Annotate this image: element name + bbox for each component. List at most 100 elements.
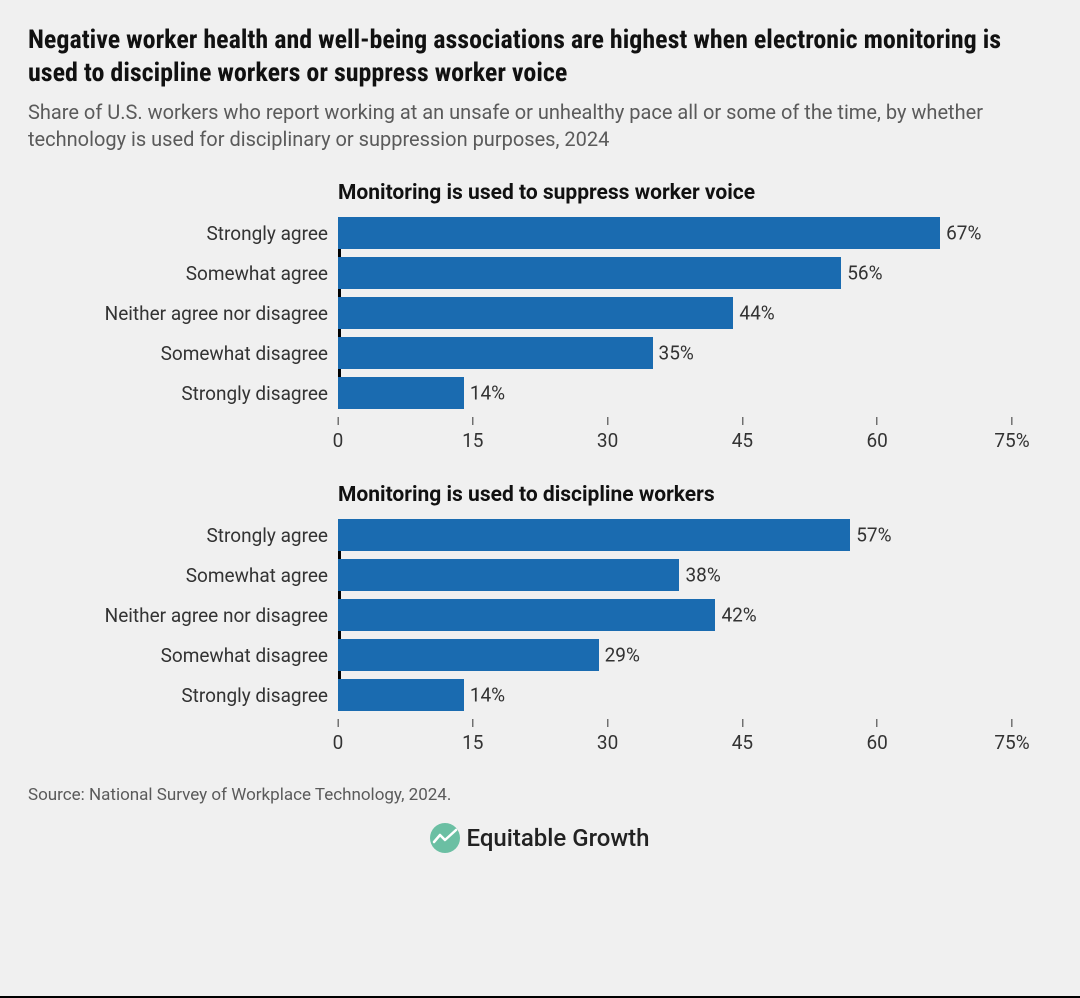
- tick-label: 0: [333, 731, 344, 754]
- bars-area: Strongly agree57%Somewhat agree38%Neithe…: [88, 519, 1012, 711]
- bar-row: Strongly disagree 14%: [88, 377, 1012, 409]
- bar-row: Strongly agree67%: [88, 217, 1012, 249]
- axis-track: 01530456075%: [338, 417, 1012, 449]
- tick-mark: [607, 719, 608, 727]
- x-tick: 60: [867, 719, 888, 754]
- tick-mark: [1012, 417, 1013, 425]
- x-tick: 15: [462, 719, 483, 754]
- tick-mark: [742, 417, 743, 425]
- bar: 14%: [338, 679, 464, 711]
- brand-icon: [430, 823, 460, 853]
- x-tick: 45: [732, 719, 753, 754]
- bar-row: Somewhat agree56%: [88, 257, 1012, 289]
- bar: 38%: [338, 559, 679, 591]
- bar-value-label: 57%: [850, 524, 891, 547]
- x-tick: 75%: [994, 719, 1029, 754]
- bar: 56%: [338, 257, 841, 289]
- x-tick: 75%: [994, 417, 1029, 452]
- tick-label: 15: [462, 731, 483, 754]
- bar-value-label: 14%: [464, 684, 505, 707]
- bar-category-label: Somewhat disagree: [88, 342, 338, 365]
- tick-mark: [472, 417, 473, 425]
- bar-track: 14%: [338, 679, 1012, 711]
- x-tick: 45: [732, 417, 753, 452]
- bar-value-label: 42%: [715, 604, 756, 627]
- bar-track: 38%: [338, 559, 1012, 591]
- chart-panel-title: Monitoring is used to discipline workers: [338, 483, 1012, 507]
- x-tick: 30: [597, 719, 618, 754]
- tick-mark: [742, 719, 743, 727]
- bar-track: 44%: [338, 297, 1012, 329]
- tick-label: 30: [597, 429, 618, 452]
- bar-category-label: Strongly disagree: [88, 382, 338, 405]
- bar-row: Somewhat disagree35%: [88, 337, 1012, 369]
- charts-area: Monitoring is used to suppress worker vo…: [28, 181, 1052, 751]
- bar-category-label: Neither agree nor disagree: [88, 302, 338, 325]
- tick-label: 15: [462, 429, 483, 452]
- bar-track: 29%: [338, 639, 1012, 671]
- bar-value-label: 44%: [733, 302, 774, 325]
- source-line: Source: National Survey of Workplace Tec…: [28, 785, 1052, 805]
- bar-row: Neither agree nor disagree44%: [88, 297, 1012, 329]
- tick-label: 75%: [994, 429, 1029, 452]
- bar-category-label: Strongly agree: [88, 222, 338, 245]
- tick-label: 0: [333, 429, 344, 452]
- tick-mark: [338, 719, 339, 727]
- bar-track: 57%: [338, 519, 1012, 551]
- bars-area: Strongly agree67%Somewhat agree56%Neithe…: [88, 217, 1012, 409]
- bar-track: 67%: [338, 217, 1012, 249]
- tick-mark: [877, 417, 878, 425]
- bar-row: Somewhat agree38%: [88, 559, 1012, 591]
- bar-track: 56%: [338, 257, 1012, 289]
- bar: 57%: [338, 519, 850, 551]
- bar-value-label: 35%: [653, 342, 694, 365]
- tick-label: 60: [867, 429, 888, 452]
- x-tick: 0: [333, 417, 344, 452]
- x-axis: 01530456075%: [88, 417, 1012, 449]
- bar: 35%: [338, 337, 653, 369]
- tick-mark: [338, 417, 339, 425]
- bar-track: 14%: [338, 377, 1012, 409]
- tick-mark: [607, 417, 608, 425]
- tick-label: 60: [867, 731, 888, 754]
- tick-label: 30: [597, 731, 618, 754]
- bar: 42%: [338, 599, 715, 631]
- bar-category-label: Strongly agree: [88, 524, 338, 547]
- x-tick: 30: [597, 417, 618, 452]
- chart-container: Negative worker health and well-being as…: [0, 0, 1080, 867]
- bar-category-label: Somewhat disagree: [88, 644, 338, 667]
- chart-panel: Monitoring is used to suppress worker vo…: [88, 181, 1012, 449]
- bar-row: Somewhat disagree29%: [88, 639, 1012, 671]
- bar-category-label: Somewhat agree: [88, 564, 338, 587]
- tick-mark: [1012, 719, 1013, 727]
- x-tick: 0: [333, 719, 344, 754]
- bar-track: 42%: [338, 599, 1012, 631]
- bar-value-label: 56%: [841, 262, 882, 285]
- brand-logo: Equitable Growth: [430, 823, 649, 853]
- bar-category-label: Neither agree nor disagree: [88, 604, 338, 627]
- bar-category-label: Somewhat agree: [88, 262, 338, 285]
- bar-value-label: 29%: [599, 644, 640, 667]
- bar: 67%: [338, 217, 940, 249]
- bar-value-label: 14%: [464, 382, 505, 405]
- tick-mark: [877, 719, 878, 727]
- chart-panel: Monitoring is used to discipline workers…: [88, 483, 1012, 751]
- brand-row: Equitable Growth: [28, 823, 1052, 857]
- bar-value-label: 67%: [940, 222, 981, 245]
- bar: 29%: [338, 639, 599, 671]
- x-tick: 15: [462, 417, 483, 452]
- bar-category-label: Strongly disagree: [88, 684, 338, 707]
- x-tick: 60: [867, 417, 888, 452]
- bar: 44%: [338, 297, 733, 329]
- page-title: Negative worker health and well-being as…: [28, 24, 1052, 89]
- axis-track: 01530456075%: [338, 719, 1012, 751]
- x-axis: 01530456075%: [88, 719, 1012, 751]
- tick-mark: [472, 719, 473, 727]
- chart-panel-title: Monitoring is used to suppress worker vo…: [338, 181, 1012, 205]
- bar-value-label: 38%: [679, 564, 720, 587]
- page-subtitle: Share of U.S. workers who report working…: [28, 99, 1052, 153]
- bar-row: Neither agree nor disagree42%: [88, 599, 1012, 631]
- bar-track: 35%: [338, 337, 1012, 369]
- bar-row: Strongly agree57%: [88, 519, 1012, 551]
- brand-name: Equitable Growth: [466, 824, 649, 852]
